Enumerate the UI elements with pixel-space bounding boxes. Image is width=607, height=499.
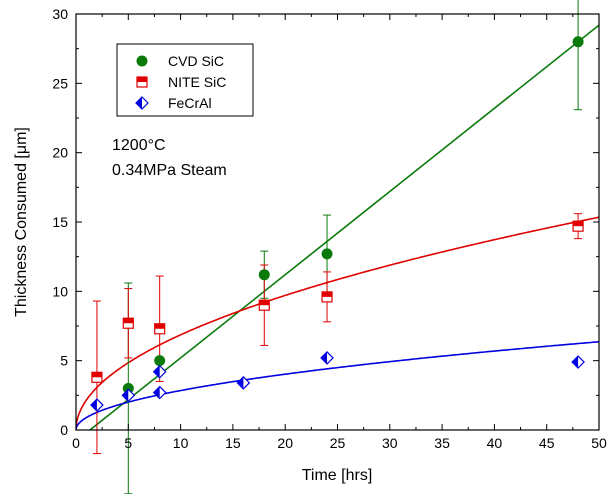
x-tick-label: 45 [539, 435, 555, 451]
data-point-nite-sic [91, 371, 103, 383]
data-point-nite-sic [122, 317, 134, 329]
data-point-fecral [571, 355, 585, 369]
error-bar-cvd-sic [574, 0, 583, 111]
data-point-nite-sic [572, 220, 584, 232]
y-tick-label: 15 [52, 214, 68, 230]
data-point-nite-sic [321, 291, 333, 303]
fit-line-nite-sic [76, 216, 599, 430]
annotation-temperature: 1200°C [112, 137, 166, 154]
data-point-fecral [152, 385, 167, 400]
x-tick-label: 5 [124, 435, 132, 451]
data-point-fecral [152, 364, 167, 379]
data-point-cvd-sic [572, 36, 584, 48]
data-point-fecral [90, 398, 104, 412]
data-point-nite-sic [154, 323, 166, 335]
y-axis-title: Thickness Consumed [μm] [13, 127, 30, 317]
x-tick-label: 35 [434, 435, 450, 451]
x-tick-label: 25 [330, 435, 346, 451]
data-point-fecral [320, 351, 334, 365]
y-tick-label: 5 [60, 353, 68, 369]
fit-line-fecral [76, 341, 599, 430]
y-ticks: 0 5 10 15 20 25 30 [52, 6, 599, 438]
x-tick-label: 30 [382, 435, 398, 451]
legend-label-cvd-sic: CVD SiC [168, 53, 224, 69]
data-point-fecral [236, 376, 251, 390]
legend-marker-fecral [135, 96, 149, 110]
x-axis-title: Time [hrs] [302, 467, 373, 484]
legend-marker-cvd-sic [136, 55, 148, 67]
legend-marker-nite-sic [136, 76, 148, 88]
legend-label-nite-sic: NITE SiC [168, 74, 226, 90]
legend: CVD SiC NITE SiC FeCrAl [116, 43, 254, 117]
data-markers [90, 36, 585, 412]
y-tick-label: 30 [52, 6, 68, 22]
x-tick-label: 20 [277, 435, 293, 451]
y-tick-label: 10 [52, 283, 68, 299]
data-point-cvd-sic [321, 248, 333, 260]
data-point-cvd-sic [258, 269, 270, 281]
x-tick-label: 10 [173, 435, 189, 451]
data-point-nite-sic [258, 299, 270, 311]
x-ticks: 0 5 10 15 20 25 30 35 40 45 50 [72, 14, 607, 451]
y-tick-label: 0 [60, 422, 68, 438]
data-point-cvd-sic [154, 355, 166, 367]
x-tick-label: 50 [591, 435, 607, 451]
data-point-fecral [121, 388, 136, 403]
annotation-pressure: 0.34MPa Steam [112, 162, 227, 179]
y-tick-label: 25 [52, 75, 68, 91]
legend-markers [135, 55, 149, 110]
x-tick-label: 40 [487, 435, 503, 451]
legend-label-fecral: FeCrAl [168, 95, 212, 111]
x-tick-label: 15 [225, 435, 241, 451]
x-tick-label: 0 [72, 435, 80, 451]
y-tick-label: 20 [52, 145, 68, 161]
